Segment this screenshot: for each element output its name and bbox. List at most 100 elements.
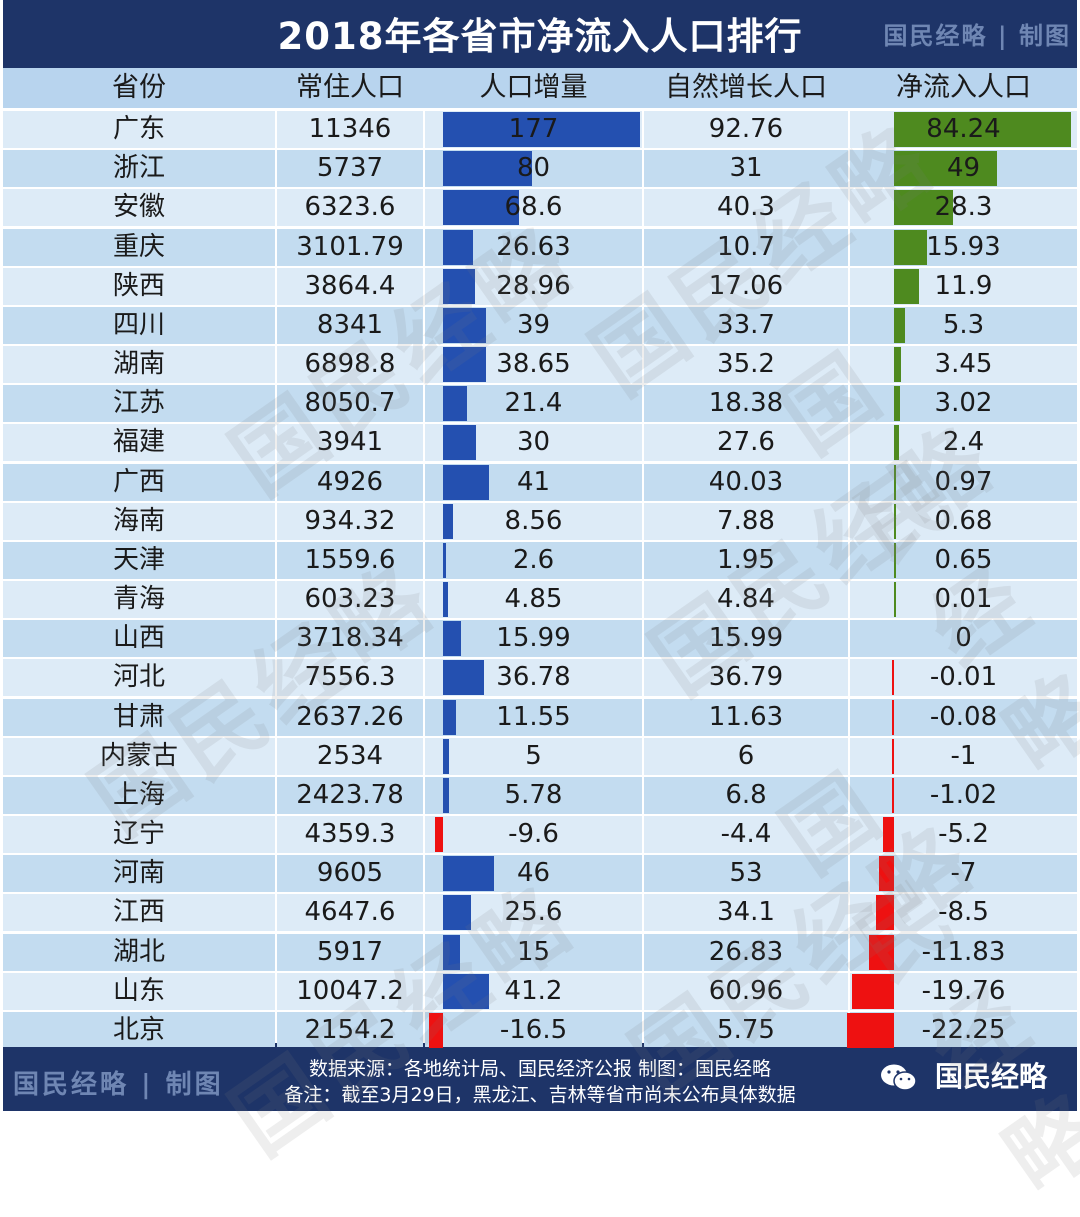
cell-province: 内蒙古 [3,737,275,775]
cell-text: 9605 [316,858,384,889]
cell-increase: 5 [425,737,642,775]
table-row: 江西 4647.6 25.6 34.1 -8.5 [3,894,1077,932]
cell-text: 山东 [112,975,165,1006]
cell-resident: 3101.79 [277,228,423,266]
cell-text: 5.75 [717,1014,775,1045]
cell-text: 2154.2 [304,1014,396,1045]
cell-resident: 3864.4 [277,267,423,305]
cell-text: 84.24 [926,114,1001,144]
cell-province: 广东 [3,111,275,148]
cell-text: 40.03 [708,466,784,497]
cell-text: 3.02 [934,388,993,419]
cell-text: 8050.7 [304,388,396,419]
table-row: 四川 8341 39 33.7 5.3 [3,306,1077,344]
cell-net: 0.01 [850,581,1077,619]
net-inflow-bar [892,660,894,696]
increase-bar [429,1012,443,1048]
table-row: 陕西 3864.4 28.96 17.06 11.9 [3,267,1077,305]
cell-text: 18.38 [708,388,784,419]
net-inflow-bar [894,347,902,383]
cell-text: 陕西 [112,270,165,301]
increase-bar [443,386,467,422]
cell-text: 27.6 [717,427,775,458]
cell-province: 海南 [3,502,275,540]
table-row: 山东 10047.2 41.2 60.96 -19.76 [3,972,1077,1010]
cell-natural: 18.38 [644,385,848,423]
cell-province: 福建 [3,424,275,462]
cell-text: -1.02 [929,779,998,810]
table-row: 山西 3718.34 15.99 15.99 0 [3,620,1077,658]
cell-province: 江苏 [3,385,275,423]
cell-text: 0.01 [934,584,993,615]
cell-text: 40.3 [717,192,775,223]
table-row: 广东 11346 177 92.76 84.24 [3,111,1077,148]
cell-natural: 7.88 [644,502,848,540]
cell-increase: 41.2 [425,972,642,1010]
table-row: 安徽 6323.6 68.6 40.3 28.3 [3,189,1077,227]
cell-natural: 6.8 [644,776,848,814]
increase-bar [443,582,449,618]
cell-text: 5.3 [942,309,985,340]
table-row: 河北 7556.3 36.78 36.79 -0.01 [3,659,1077,697]
cell-natural: 17.06 [644,267,848,305]
increase-bar [443,973,489,1009]
cell-text: 6.8 [725,779,767,810]
cell-province: 陕西 [3,267,275,305]
cell-natural: 53 [644,855,848,893]
cell-text: 38.65 [496,349,571,380]
increase-bar [443,621,461,657]
cell-text: 1.95 [717,544,775,575]
net-inflow-bar [894,582,896,618]
table-row: 江苏 8050.7 21.4 18.38 3.02 [3,385,1077,423]
table-header: 省份 常住人口 人口增量 自然增长人口 净流入人口 [3,68,1077,108]
cell-text: 4359.3 [304,819,396,850]
cell-province: 江西 [3,894,275,932]
increase-bar [443,229,473,265]
cell-text: 15.99 [708,623,784,654]
cell-natural: 4.84 [644,581,848,619]
cell-natural: 34.1 [644,894,848,932]
brand-bottom-suffix: 制图 [165,1070,224,1100]
cell-text: 30 [516,427,551,458]
net-inflow-bar [894,503,896,539]
net-inflow-bar [879,856,894,892]
table-row: 重庆 3101.79 26.63 10.7 15.93 [3,228,1077,266]
cell-increase: -16.5 [425,1011,642,1049]
brand-top-name: 国民经略 [883,21,988,50]
cell-text: 湖南 [112,349,165,380]
cell-text: 5737 [316,153,384,184]
cell-province: 安徽 [3,189,275,227]
increase-bar [443,777,450,813]
cell-net: -0.01 [850,659,1077,697]
cell-resident: 4926 [277,463,423,501]
cell-resident: 7556.3 [277,659,423,697]
increase-bar [443,699,456,735]
table-row: 河南 9605 46 53 -7 [3,855,1077,893]
cell-resident: 5917 [277,933,423,971]
cell-net: 3.02 [850,385,1077,423]
remark-note: 备注：截至3月29日，黑龙江、吉林等省市尚未公布具体数据 [284,1084,796,1106]
cell-province: 广西 [3,463,275,501]
net-inflow-bar [869,934,894,970]
cell-text: 5 [525,740,542,771]
cell-net: 5.3 [850,306,1077,344]
cell-text: 内蒙古 [99,740,178,771]
cell-text: 海南 [112,505,165,536]
cell-text: 41 [516,466,551,497]
net-inflow-bar [891,777,894,813]
table-row: 青海 603.23 4.85 4.84 0.01 [3,581,1077,619]
cell-natural: 40.3 [644,189,848,227]
cell-text: 11346 [308,114,392,144]
brand-bottom-sep: | [141,1070,154,1100]
increase-bar [443,268,476,304]
cell-text: 31 [729,153,763,184]
cell-resident: 2154.2 [277,1011,423,1049]
net-inflow-bar [894,151,997,187]
cell-net: -19.76 [850,972,1077,1010]
cell-natural: 31 [644,150,848,188]
net-inflow-bar [894,112,1071,147]
cell-increase: 8.56 [425,502,642,540]
cell-natural: 10.7 [644,228,848,266]
cell-text: 江苏 [112,388,165,419]
cell-increase: 26.63 [425,228,642,266]
